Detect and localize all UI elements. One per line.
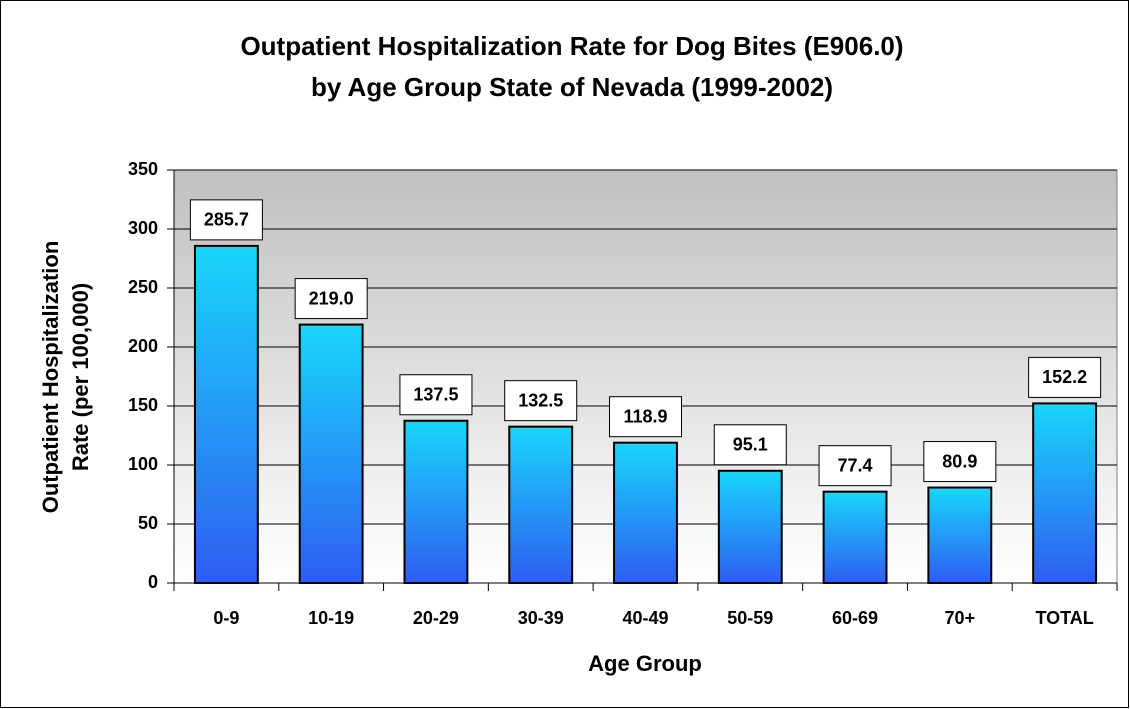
x-tick-label: 50-59: [727, 608, 773, 628]
bar: [927, 486, 993, 584]
y-tick-label: 200: [128, 336, 158, 356]
bar: [717, 469, 783, 585]
y-tick-label: 0: [148, 572, 158, 592]
y-tick-label: 150: [128, 395, 158, 415]
value-label: 285.7: [204, 210, 249, 230]
y-axis-label: Rate (per 100,000): [68, 283, 93, 471]
value-label: 132.5: [518, 390, 563, 410]
bar: [403, 419, 469, 584]
value-label-box: [399, 374, 473, 416]
value-label-box: [818, 445, 892, 487]
x-tick-label: TOTAL: [1035, 608, 1093, 628]
value-label: 152.2: [1042, 367, 1087, 387]
y-tick-label: 50: [138, 513, 158, 533]
value-label-box: [1028, 356, 1102, 398]
value-label: 80.9: [942, 451, 977, 471]
x-tick-label: 60-69: [832, 608, 878, 628]
x-tick-label: 30-39: [518, 608, 564, 628]
value-label: 95.1: [733, 435, 768, 455]
value-label: 118.9: [623, 406, 667, 426]
y-tick-label: 300: [128, 218, 158, 238]
value-label-box: [189, 199, 263, 241]
bar: [298, 323, 364, 584]
x-tick-label: 40-49: [622, 608, 668, 628]
y-axis-label: Outpatient Hospitalization: [38, 241, 63, 514]
value-label: 137.5: [413, 385, 458, 405]
x-tick-label: 20-29: [413, 608, 459, 628]
y-tick-label: 350: [128, 159, 158, 179]
bar: [822, 490, 888, 584]
x-axis-label: Age Group: [588, 651, 702, 676]
chart-title: Outpatient Hospitalization Rate for Dog …: [240, 31, 903, 61]
value-label-box: [713, 424, 787, 466]
value-label-box: [609, 396, 682, 438]
bar: [1032, 402, 1098, 584]
y-tick-label: 100: [128, 454, 158, 474]
y-tick-label: 250: [128, 277, 158, 297]
value-label-box: [294, 278, 368, 320]
value-label-box: [504, 380, 578, 422]
bar: [508, 425, 574, 584]
bar: [613, 441, 678, 584]
value-label: 77.4: [838, 455, 873, 475]
value-label-box: [923, 441, 997, 483]
x-tick-label: 0-9: [213, 608, 239, 628]
bar: [193, 244, 259, 584]
value-label: 219.0: [309, 288, 354, 308]
x-tick-label: 70+: [945, 608, 976, 628]
x-tick-label: 10-19: [308, 608, 354, 628]
chart-title: by Age Group State of Nevada (1999-2002): [311, 72, 833, 102]
